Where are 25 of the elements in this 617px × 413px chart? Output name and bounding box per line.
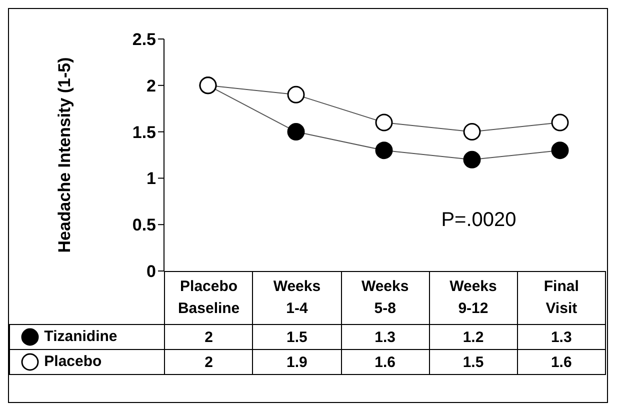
legend-label: Placebo	[10, 350, 165, 374]
y-axis-title: Headache Intensity (1-5)	[55, 57, 74, 253]
data-label: 2	[164, 350, 253, 374]
x-tick-label: Weeks 1-4	[273, 278, 321, 317]
data-label: 1.3	[341, 324, 430, 350]
y-tick-label: 1	[146, 169, 156, 188]
data-label: 1.6	[341, 350, 430, 374]
y-tick-label: 0.5	[132, 216, 156, 235]
x-tick-label: Weeks 5-8	[361, 278, 409, 317]
data-label: 1.5	[429, 350, 518, 374]
x-tick-label: Placebo Baseline	[178, 278, 240, 317]
data-label: 1.9	[252, 350, 342, 374]
data-label: 1.6	[517, 350, 606, 374]
x-tick-label: Weeks 9-12	[450, 278, 497, 317]
legend-label: Tizanidine	[10, 324, 165, 350]
data-label: 1.5	[252, 324, 342, 350]
data-label: 1.3	[517, 324, 606, 350]
annotation: P=.0020	[441, 209, 516, 232]
data-label: 1.2	[429, 324, 518, 350]
y-tick-label: 2	[146, 76, 156, 96]
x-tick-label: Final Visit	[544, 278, 579, 317]
data-label: 2	[164, 324, 253, 350]
y-tick-label: 1.5	[132, 122, 156, 142]
y-tick-label: 2.5	[132, 30, 156, 50]
y-tick-label: 0	[146, 262, 156, 282]
